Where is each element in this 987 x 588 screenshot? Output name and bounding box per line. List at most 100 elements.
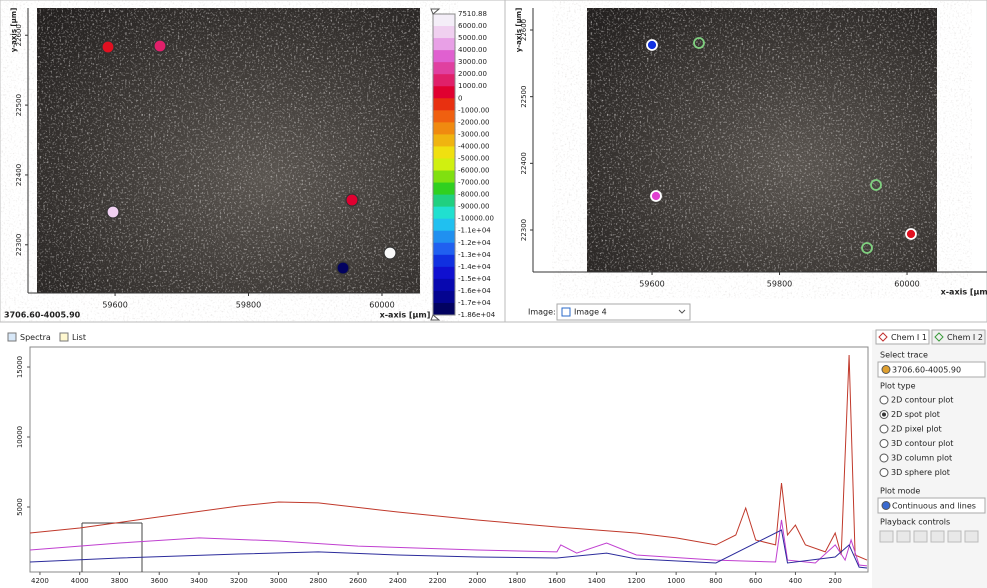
trace-icon [881,365,891,374]
colorbar-label: -6000.00 [458,167,489,175]
spot [693,37,705,49]
colorbar-label: 6000.00 [458,22,487,30]
spectrum-line [29,529,868,569]
playback-button[interactable] [930,530,945,543]
radio[interactable] [879,424,889,434]
colorbar-band [433,242,455,256]
section-label: Plot type [880,382,916,391]
spots [646,37,917,254]
radio-label: 3D contour plot [891,439,953,448]
playback-button[interactable] [896,530,911,543]
colorbar-label: 5000.00 [458,34,487,42]
colorbar-band [433,122,455,135]
mode-select[interactable] [877,497,986,514]
section-label: Select trace [880,351,928,360]
colorbar-band [433,26,455,39]
y-axis-label: y-axis [µm] [10,8,18,53]
x-tick-label: 1600 [548,577,566,585]
colorbar-band [433,194,455,208]
image-label: Image: [528,308,556,317]
x-tick-label: 2200 [429,577,447,585]
y-tick-label: 10000 [16,426,24,448]
playback-button[interactable] [964,530,979,543]
x-tick-label: 59600 [639,280,664,289]
radio[interactable] [879,453,889,463]
tab-icon[interactable] [7,332,17,342]
x-tick-label: 1400 [588,577,606,585]
colorbar-label: 0 [458,94,462,102]
colorbar-band [433,290,455,304]
spot [106,205,120,219]
colorbar-band [433,98,455,111]
x-tick-label: 4200 [31,577,49,585]
x-tick-label: 2600 [349,577,367,585]
colorbar-band [433,254,455,268]
mode-select-text: Continuous and lines [892,502,976,511]
playback-button[interactable] [947,530,962,543]
x-tick-label: 60000 [894,280,919,289]
colorbar-label: -5000.00 [458,154,489,162]
tab: List [72,333,86,342]
spot [861,242,873,254]
section-label: Playback controls [880,518,950,527]
x-tick-label: 3400 [190,577,208,585]
colorbar-band [433,206,455,220]
chem-tab[interactable] [875,329,930,345]
tab-icon[interactable] [59,332,69,342]
y-tick-label: 22500 [15,94,23,116]
radio[interactable] [879,439,889,448]
y-tick-label: 22400 [520,152,528,174]
tab: Spectra [20,333,51,342]
mode-icon [881,501,891,510]
colorbar-label: -8000.00 [458,191,489,199]
chem-tab[interactable] [931,329,986,345]
y-tick-label: 22300 [520,219,528,241]
colorbar-band [433,170,455,184]
trace-select[interactable] [877,361,986,378]
radio[interactable] [879,468,889,477]
spot [153,39,167,53]
colorbar-band [433,302,455,316]
trace-select-text: 3706.60-4005.90 [892,366,961,375]
colorbar-band [433,278,455,292]
x-tick-label: 3800 [111,577,129,585]
playback-button[interactable] [913,530,928,543]
spots [101,39,397,275]
spot [650,190,662,202]
image-select-text: Image 4 [574,308,607,317]
colorbar-handle [430,8,441,15]
colorbar-label: -1.86e+04 [458,311,496,319]
x-tick-label: 1200 [627,577,645,585]
colorbar-label: -1.2e+04 [458,239,491,247]
colorbar-band [433,14,455,27]
radio-label: 2D pixel plot [891,425,942,434]
spot [646,39,658,51]
image-select[interactable] [556,303,691,321]
colorbar-band [433,158,455,172]
colorbar-label: -1.6e+04 [458,287,491,295]
playback-button[interactable] [879,530,894,543]
colorbar-label: 2000.00 [458,70,487,78]
x-tick-label: 800 [709,577,722,585]
x-tick-label: 1000 [667,577,685,585]
y-axis-label: y-axis [µm] [515,8,523,53]
y-tick-label: 15000 [16,356,24,378]
x-tick-label: 59600 [102,301,127,310]
radio-label: 3D sphere plot [891,468,950,477]
chem-tab-label: Chem I 1 [891,333,927,342]
x-axis-label: x-axis [µm] [380,311,431,320]
radio[interactable] [879,395,889,405]
colorbar-band [433,146,455,159]
x-tick-label: 1800 [508,577,526,585]
colorbar-label: -9000.00 [458,203,489,211]
colorbar-label: -1.4e+04 [458,263,491,271]
spot [345,193,359,207]
colorbar-label: 3000.00 [458,58,487,66]
x-tick-label: 59800 [767,280,792,289]
colorbar-label: -1.7e+04 [458,299,491,307]
x-tick-label: 2000 [468,577,486,585]
x-tick-label: 3600 [150,577,168,585]
radio-label: 2D spot plot [891,410,940,419]
